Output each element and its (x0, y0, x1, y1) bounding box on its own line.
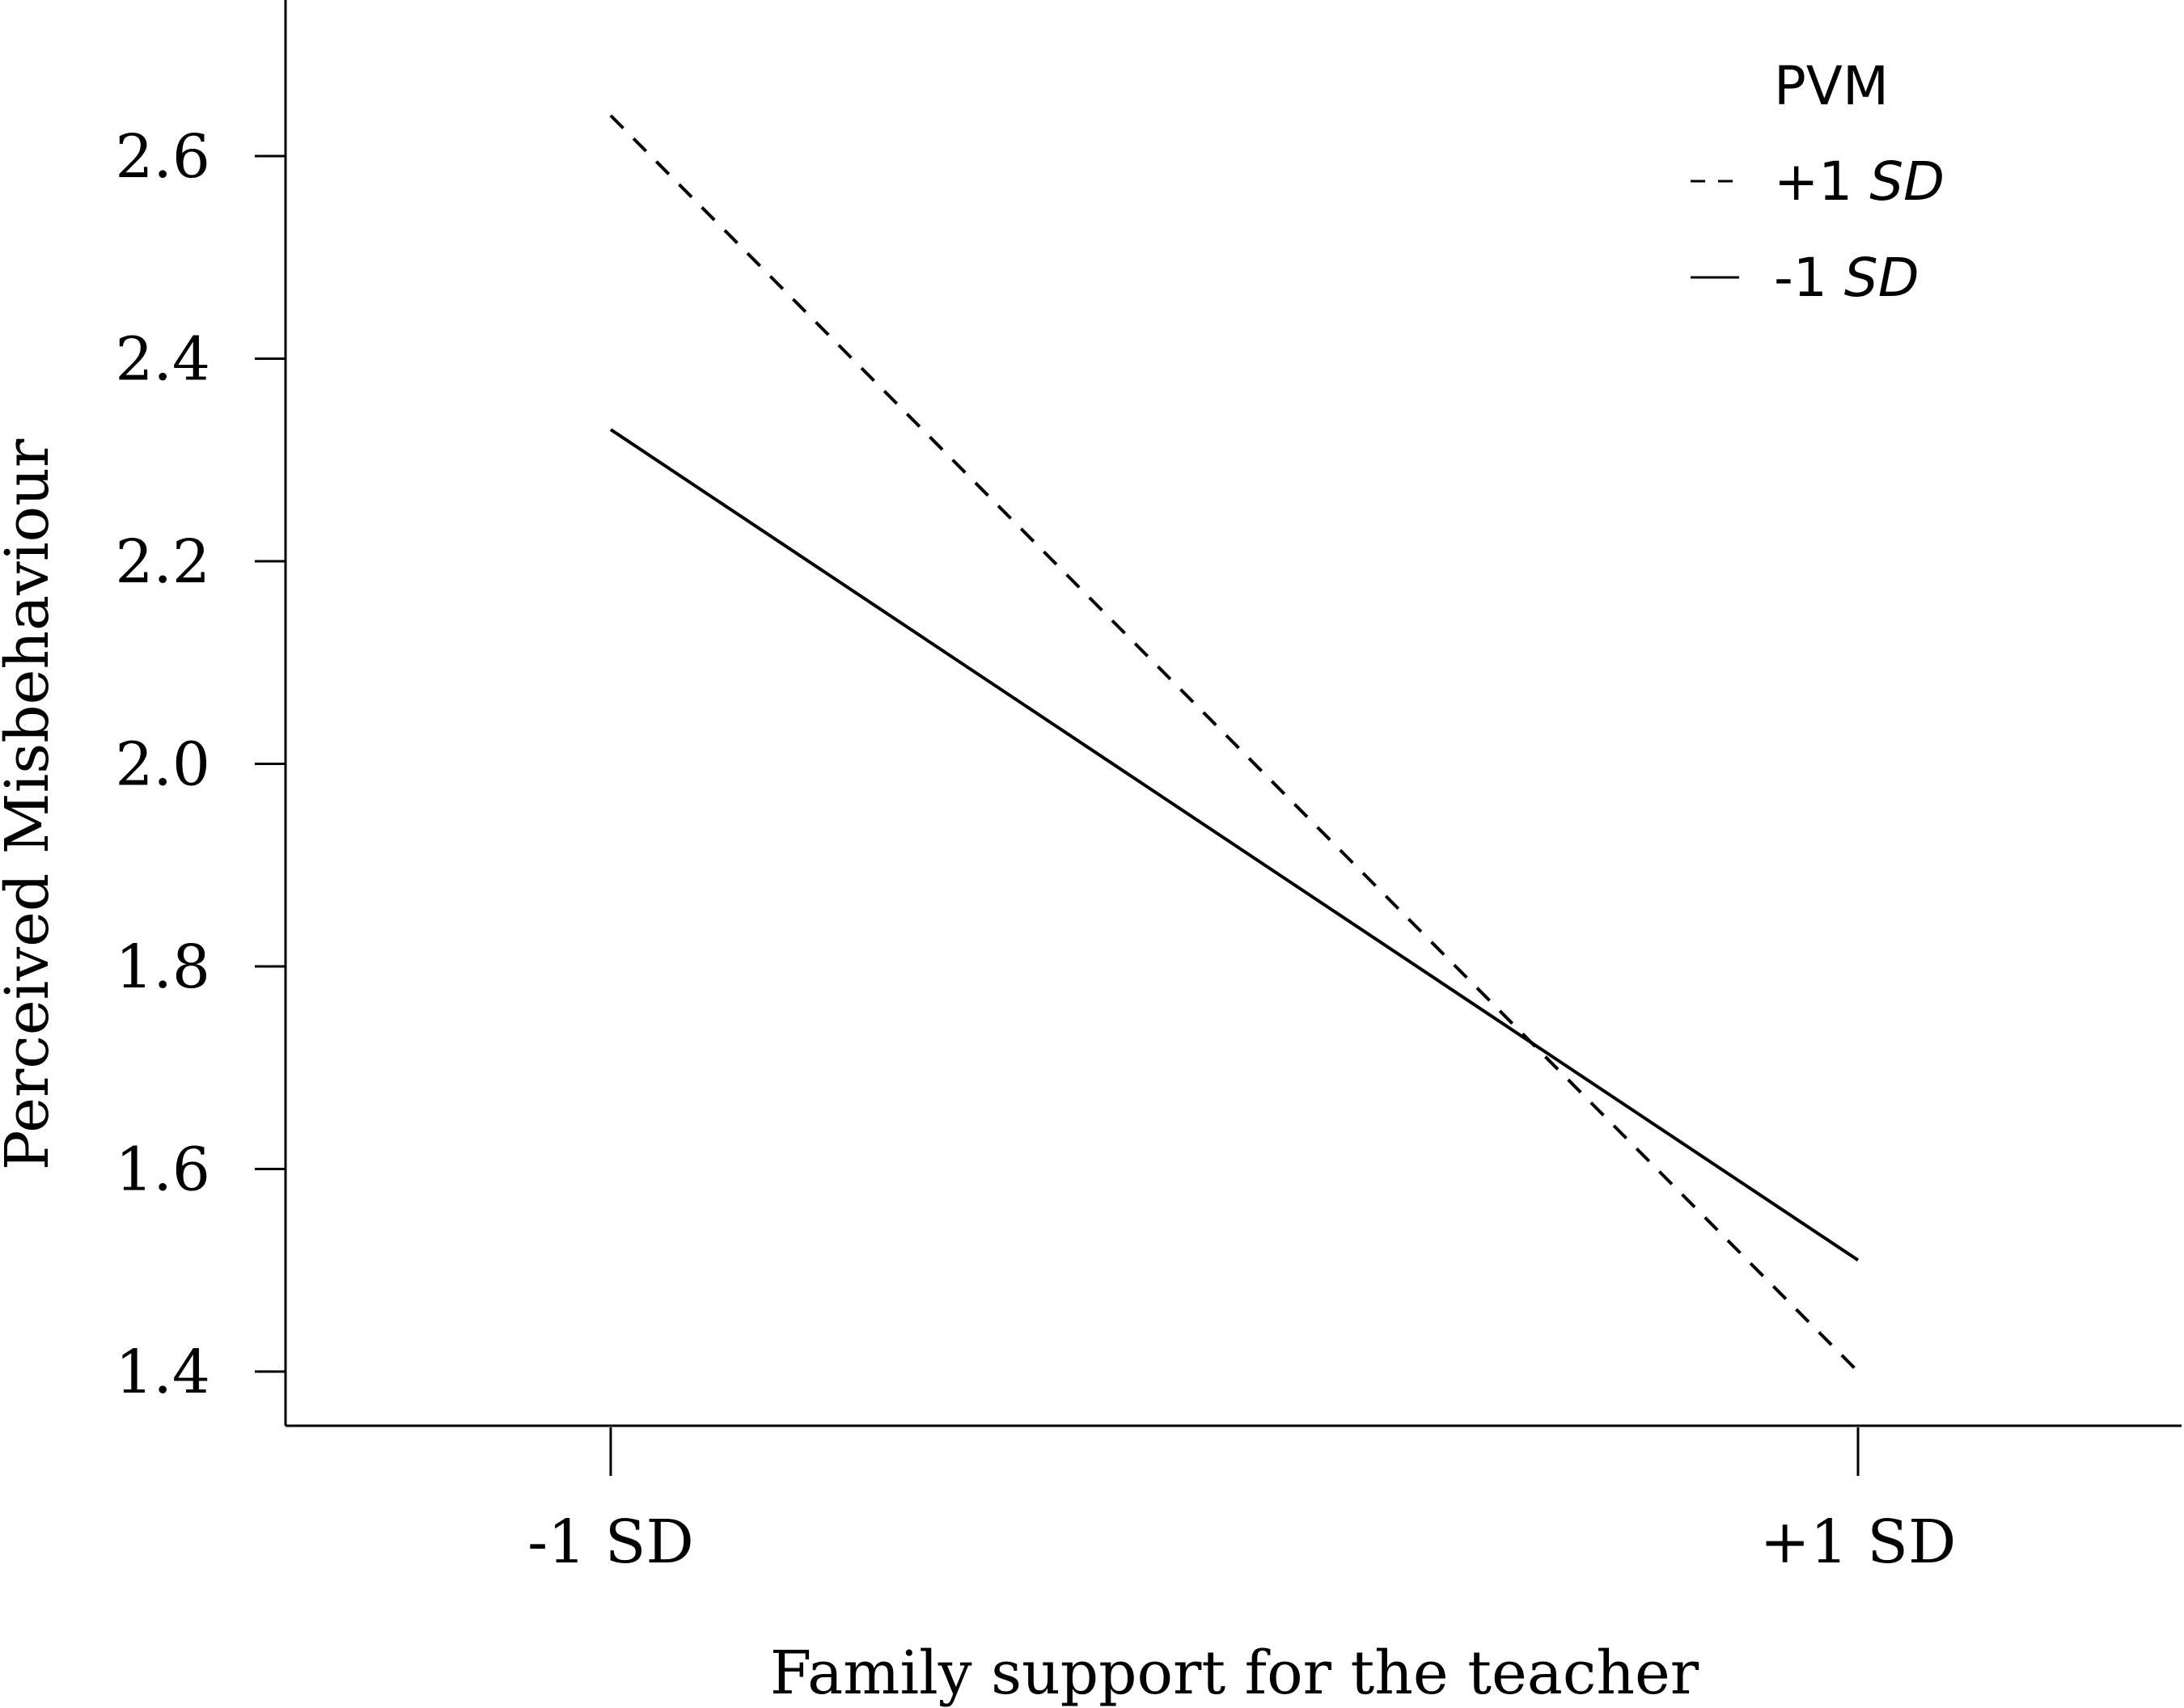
legend-label-prefix: -1 (1774, 247, 1827, 309)
y-tick-label: 1.6 (115, 1135, 210, 1205)
x-axis-ticks: -1 SD +1 SD (527, 1427, 1956, 1577)
series-line-plus-1-sd (609, 114, 1860, 1373)
y-tick-label: 1.4 (115, 1338, 210, 1407)
legend-title: PVM (1774, 55, 1889, 117)
legend-label-minus-1-sd: -1 SD (1774, 247, 1919, 309)
x-axis-label: Family support for the teacher (770, 1638, 1699, 1708)
series-line-minus-1-sd (609, 428, 1860, 1262)
y-tick-label: 2.0 (115, 730, 210, 800)
series-layer (609, 114, 1860, 1373)
x-tick-label: -1 SD (527, 1507, 694, 1577)
y-tick-label: 2.6 (115, 122, 210, 192)
legend-label-plus-1-sd: +1 SD (1774, 150, 1945, 213)
x-tick-label: +1 SD (1760, 1507, 1957, 1577)
legend-label-suffix: SD (1844, 247, 1919, 309)
legend: PVM +1 SD -1 SD (1691, 55, 1945, 309)
y-tick-label: 2.2 (115, 527, 210, 597)
y-tick-label: 2.4 (115, 325, 210, 395)
legend-item-plus-1-sd: +1 SD (1691, 150, 1945, 213)
legend-label-prefix: +1 (1774, 150, 1852, 213)
y-tick-label: 1.8 (115, 932, 210, 1002)
y-axis-ticks: 1.4 1.6 1.8 2.0 2.2 2.4 2.6 (115, 122, 286, 1407)
legend-label-suffix: SD (1869, 150, 1945, 213)
y-axis-label: Perceived Misbehaviour (0, 438, 62, 1170)
legend-item-minus-1-sd: -1 SD (1691, 247, 1919, 309)
